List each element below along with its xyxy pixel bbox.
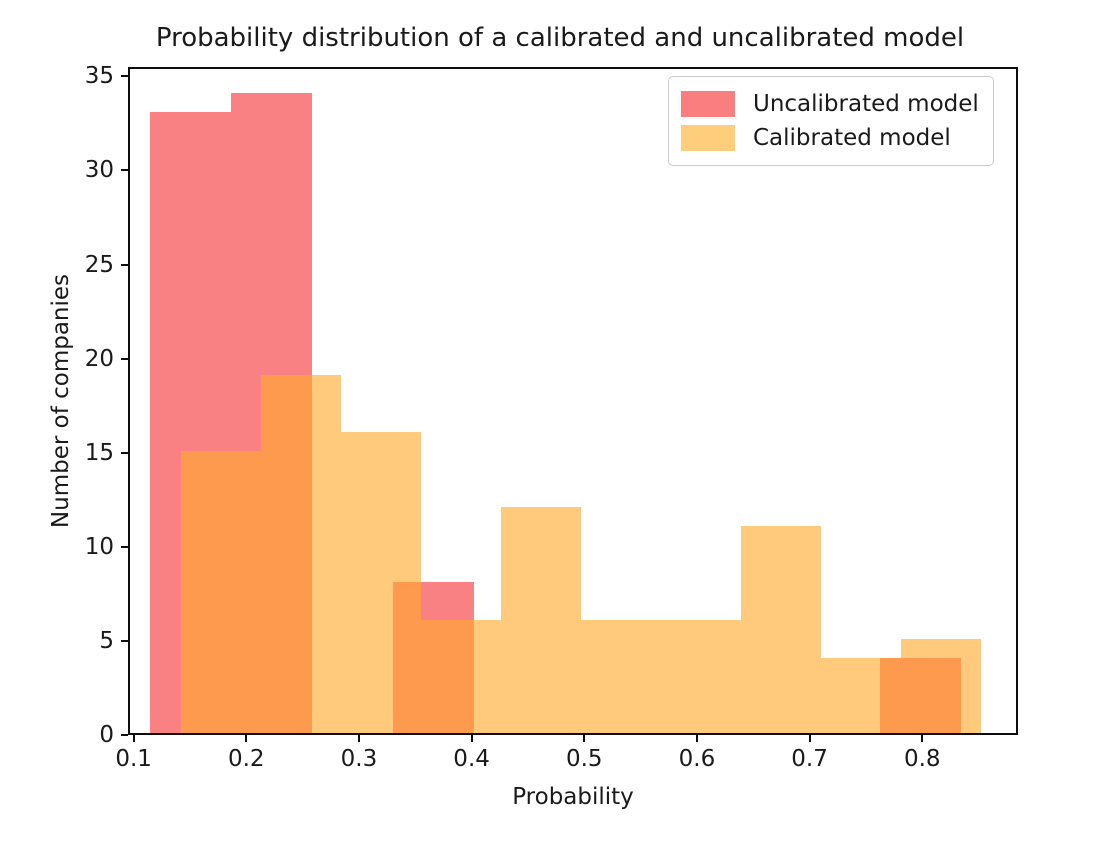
histogram-bar xyxy=(661,620,742,733)
x-axis-tick-label: 0.1 xyxy=(115,746,152,772)
x-axis-tick-label: 0.4 xyxy=(453,746,490,772)
y-axis-tick-label: 20 xyxy=(84,345,114,372)
histogram-bar xyxy=(421,620,502,733)
x-axis-tick-label: 0.2 xyxy=(227,746,265,772)
x-axis-tick-label: 0.6 xyxy=(678,746,716,772)
x-axis-label: Probability xyxy=(512,784,634,810)
y-axis-tick-mark xyxy=(121,357,128,360)
x-axis-tick-mark xyxy=(470,735,473,742)
histogram-bar xyxy=(741,526,822,733)
x-axis-tick-mark xyxy=(132,735,135,742)
histogram-bar xyxy=(261,375,342,733)
y-axis-tick-label: 25 xyxy=(84,251,114,278)
y-axis-tick-label: 15 xyxy=(84,439,114,466)
x-axis-tick-label: 0.8 xyxy=(903,746,941,772)
y-axis-tick-mark xyxy=(121,263,128,266)
histogram-bar xyxy=(821,657,902,733)
y-axis-tick-mark xyxy=(121,545,128,548)
histogram-bar xyxy=(501,507,582,733)
x-axis-tick-label: 0.3 xyxy=(340,746,378,772)
legend-item: Calibrated model xyxy=(681,121,979,155)
x-axis-tick-label: 0.5 xyxy=(565,746,603,772)
x-axis-tick-mark xyxy=(808,735,811,742)
y-axis-tick-label: 10 xyxy=(84,533,114,560)
y-axis-tick-label: 0 xyxy=(99,722,114,748)
x-axis-tick-mark xyxy=(245,735,248,742)
x-axis-tick-mark xyxy=(695,735,698,742)
histogram-bar xyxy=(901,638,982,733)
y-axis-tick-mark xyxy=(121,451,128,454)
legend-item-label: Calibrated model xyxy=(753,125,951,151)
y-axis-tick-mark xyxy=(121,75,128,78)
legend: Uncalibrated model Calibrated model xyxy=(668,76,994,166)
page-title: Probability distribution of a calibrated… xyxy=(155,23,965,53)
plot-area xyxy=(128,67,1018,735)
bars-layer xyxy=(130,69,1016,733)
y-axis-tick-label: 35 xyxy=(84,63,114,90)
legend-item: Uncalibrated model xyxy=(681,87,979,121)
y-axis-tick-mark xyxy=(121,639,128,642)
y-axis-tick-label: 5 xyxy=(99,627,114,654)
histogram-bar xyxy=(181,450,262,733)
x-axis-tick-mark xyxy=(357,735,360,742)
y-axis-tick-mark xyxy=(121,734,128,736)
histogram-bar xyxy=(581,620,662,733)
x-axis-tick-mark xyxy=(921,735,924,742)
legend-color-swatch xyxy=(681,91,735,117)
y-axis-tick-mark xyxy=(121,169,128,172)
legend-color-swatch xyxy=(681,125,735,151)
y-axis-label: Number of companies xyxy=(48,273,74,529)
legend-item-label: Uncalibrated model xyxy=(753,91,979,117)
y-axis-tick-label: 30 xyxy=(84,157,114,184)
x-axis-tick-label: 0.7 xyxy=(791,746,828,772)
histogram-bar xyxy=(341,431,422,733)
x-axis-tick-mark xyxy=(583,735,586,742)
